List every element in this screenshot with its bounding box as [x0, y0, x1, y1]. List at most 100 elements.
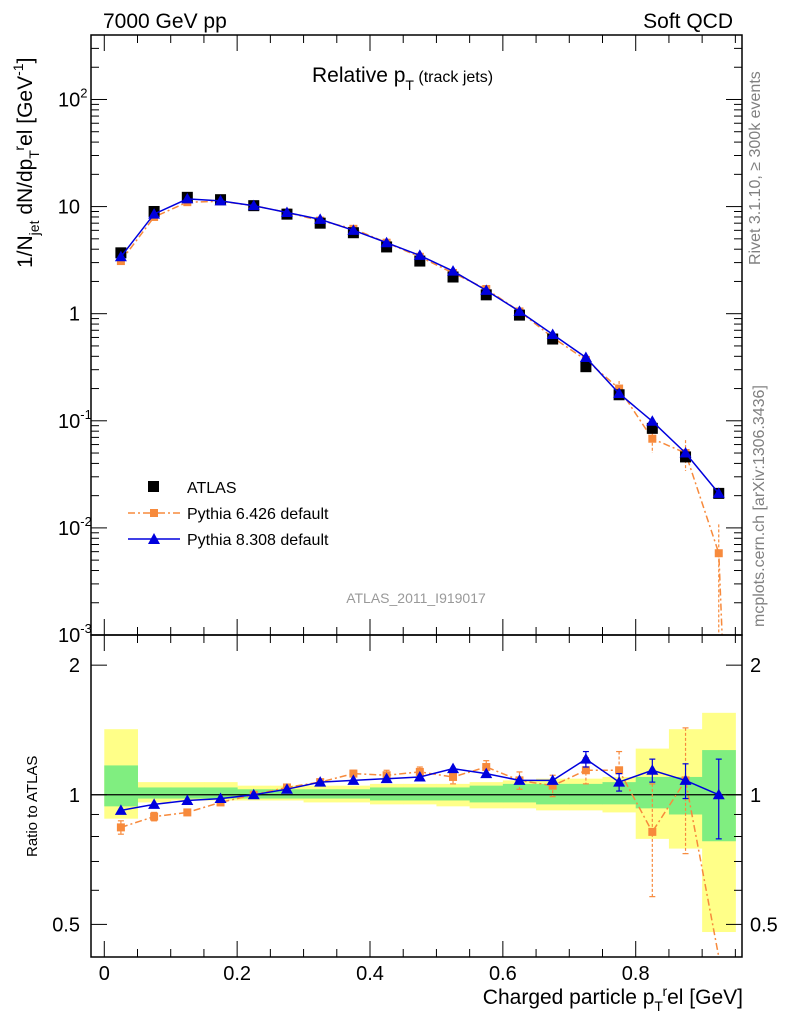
pythia8-ratio-point	[480, 767, 493, 779]
main-series	[114, 191, 725, 636]
legend: ATLAS Pythia 6.426 default Pythia 8.308 …	[128, 480, 329, 549]
pythia8-ratio-point	[613, 776, 626, 787]
xtick-label: 0.4	[356, 963, 384, 985]
pythia8-ratio-point	[347, 774, 360, 785]
uncertainty-band-inner	[436, 787, 471, 801]
ratio-ticks: 0.5 0.5 1 1 2 2	[52, 635, 778, 957]
pythia8-point	[280, 206, 293, 218]
uncertainty-band-inner	[602, 782, 637, 805]
pythia8-ratio-point	[646, 764, 659, 775]
main-ytick-base: 10	[58, 411, 80, 433]
pythia8-point	[712, 487, 725, 498]
ratio-ytick-label-left: 2	[69, 655, 80, 677]
uncertainty-band-inner	[536, 783, 570, 805]
pythia8-ratio-point	[247, 788, 260, 800]
pythia8-point	[679, 447, 692, 458]
ratio-plot: 0.5 0.5 1 1 2 2	[52, 634, 778, 958]
ratio-frame	[90, 634, 743, 958]
xtick-label: 0.2	[223, 963, 251, 985]
ratio-bands	[104, 712, 736, 933]
uncertainty-band-inner	[502, 783, 537, 803]
pythia8-ratio-point	[447, 762, 460, 774]
pythia8-point	[380, 236, 393, 248]
main-ylabel: 1/Njet dN/dpTrel [GeV-1]	[10, 58, 42, 268]
ylabel-a: 1/N	[14, 235, 37, 268]
ratio-ytick-label-left: 1	[69, 785, 80, 807]
main-title: Relative pT (track jets)	[312, 64, 493, 93]
analysis-watermark: ATLAS_2011_I919017	[346, 590, 486, 606]
ylabel-b: jet	[26, 220, 42, 236]
pythia6-ratio-point	[581, 766, 590, 775]
ratio-ytick-label-right: 1	[750, 785, 761, 807]
main-ytick-base: 10	[58, 625, 80, 647]
ylabel-f: el [GeV	[14, 76, 37, 146]
pythia8-ratio-point	[679, 774, 692, 785]
legend-p6-marker	[150, 509, 158, 517]
xtick-label: 0.6	[489, 963, 517, 985]
xlabel-b: T	[654, 998, 663, 1014]
pythia8-point	[447, 265, 460, 276]
legend-p8-marker	[148, 533, 160, 544]
pythia8-point	[247, 199, 260, 211]
atlas-point	[447, 271, 459, 283]
ylabel-c: dN/dp	[14, 159, 37, 221]
pythia8-point	[480, 284, 493, 295]
uncertainty-band-inner	[569, 783, 603, 805]
main-ytick-exp: 2	[80, 85, 87, 100]
uncertainty-band-inner	[303, 789, 338, 799]
pythia8-ratio-point	[181, 794, 194, 805]
xlabel-c: r	[662, 983, 667, 999]
pythia8-point	[646, 415, 659, 426]
title-suffix: (track jets)	[414, 69, 493, 86]
atlas-point	[414, 255, 426, 267]
main-ytick-label: 10-2	[58, 514, 92, 540]
pythia8-point	[181, 192, 194, 204]
pythia6-ratio-point	[150, 812, 159, 821]
pythia8-point	[114, 250, 127, 262]
pythia8-point	[546, 328, 559, 339]
pythia6-ratio-point	[449, 772, 458, 781]
legend-p6-label: Pythia 6.426 default	[187, 506, 329, 523]
pythia6-ratio-point	[349, 769, 358, 778]
ratio-ylabel: Ratio to ATLAS	[24, 756, 41, 857]
pythia8-ratio-point	[314, 776, 327, 787]
atlas-point	[580, 361, 592, 373]
pythia8-line	[120, 198, 720, 494]
pythia8-point	[513, 305, 526, 316]
uncertainty-band-inner	[270, 789, 305, 799]
pythia6-ratio-point	[183, 808, 192, 817]
pythia8-point	[148, 208, 161, 219]
ylabel-h: ]	[14, 58, 37, 64]
rivet-label: Rivet 3.1.10, ≥ 300k events	[747, 71, 764, 265]
uncertainty-band-inner	[403, 787, 437, 801]
pythia8-point	[579, 351, 592, 362]
header-right: Soft QCD	[643, 10, 733, 33]
xlabel: Charged particle pTrel [GeV]	[483, 983, 743, 1014]
pythia8-ratio-point	[579, 753, 592, 764]
pythia6-ratio-point	[482, 763, 491, 772]
pythia6-point	[714, 549, 723, 558]
uncertainty-band-inner	[336, 789, 371, 799]
pythia8-ratio-point	[280, 783, 293, 794]
pythia6-ratio-point	[116, 823, 125, 832]
main-ytick-exp: -2	[80, 514, 92, 529]
pythia8-ratio-point	[413, 770, 426, 782]
title-main: Relative p	[312, 64, 405, 87]
main-ytick-label: 10-3	[58, 621, 92, 647]
legend-atlas-label: ATLAS	[187, 480, 237, 497]
main-ytick-label: 10-1	[58, 407, 92, 433]
pythia6-ratio-point	[648, 827, 657, 836]
xtick-label: 0	[99, 963, 110, 985]
xtick-labels: 0 0.2 0.4 0.6 0.8	[99, 963, 650, 985]
pythia8-ratio-point	[712, 788, 725, 800]
pythia8-point	[413, 249, 426, 260]
main-ytick-base: 10	[58, 89, 80, 111]
pythia8-point	[347, 224, 360, 235]
pythia8-ratio-point	[214, 792, 227, 804]
pythia8-point	[613, 387, 626, 398]
pythia6-ratio-point	[548, 781, 557, 790]
legend-atlas-marker	[148, 481, 159, 492]
ylabel-e: r	[11, 146, 27, 151]
